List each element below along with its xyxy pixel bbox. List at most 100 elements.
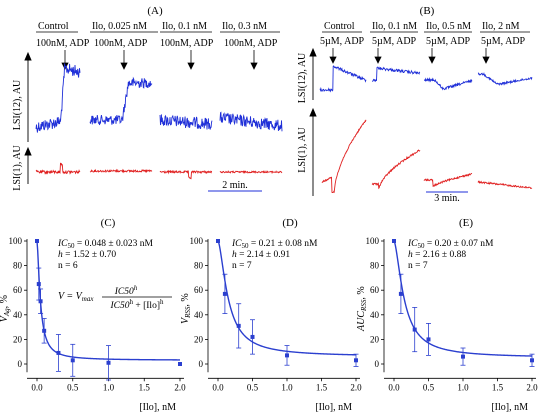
panel-a-arrowhead-2 (120, 62, 128, 70)
panel-c-equation-denominator: IC50h + [Ilo]h (110, 298, 165, 311)
panel-d-ytick-label-60: 60 (194, 285, 204, 295)
panel-b-top-ylabel: LSI(12), AU (297, 52, 308, 103)
panel-a-scale-label: 2 min. (222, 180, 248, 191)
panel-a-headers: Control Ilo, 0.025 nM Ilo, 0.1 nM Ilo, 0… (36, 21, 280, 33)
panel-c-xlabel: [Ilo], nM (139, 402, 176, 413)
panel-a-stimulus-3: 100nM, ADP (160, 38, 214, 49)
panel-b-headers: Control Ilo, 0.1 nM Ilo, 0.5 nM Ilo, 2 n… (322, 21, 530, 33)
panel-c-xtick-label-0: 0.0 (31, 382, 43, 392)
panel-a-header-3: Ilo, 0.1 nM (162, 21, 207, 32)
panel-c-xtick-label-3: 1.5 (139, 382, 151, 392)
panel-c-ytick-label-40: 40 (13, 310, 23, 320)
panel-e-ytick-label-20: 20 (370, 334, 380, 344)
panel-c-ytick-label-100: 100 (9, 236, 23, 246)
panel-c-equation-numerator: IC50h (114, 284, 138, 297)
panel-e-ylabel: AUCRSS, % (356, 286, 368, 332)
panel-a-bottom-trace-4 (219, 170, 283, 175)
panel-c-point-3 (42, 328, 47, 333)
panel-b-top-trace-1 (319, 65, 367, 93)
panel-b-bottom-ylabel: LSI(1), AU (297, 126, 308, 172)
panel-e-ytick-label-80: 80 (370, 261, 380, 271)
panel-d-param-1: h = 2.14 ± 0.91 (232, 250, 290, 260)
panel-a: (A) Control Ilo, 0.025 nM Ilo, 0.1 nM Il… (12, 5, 283, 192)
panel-e-ytick-label-0: 0 (375, 359, 380, 369)
panel-d-xtick-label-0: 0.0 (212, 382, 224, 392)
panel-d-point-4 (285, 353, 289, 358)
panel-a-stimulus-2: 100nM, ADP (94, 38, 148, 49)
panel-a-stimulus-4: 100nM, ADP (224, 38, 278, 49)
panel-e-xtick-label-4: 2.0 (526, 382, 538, 392)
panel-e-xtick-label-0: 0.0 (388, 382, 400, 392)
panel-c-ylabel: VAg, % (0, 295, 11, 322)
panel-b-arrowhead-4 (482, 56, 490, 64)
panel-d-ytick-label-20: 20 (194, 334, 204, 344)
panel-d-point-1 (222, 291, 227, 296)
panel-b-top-trace-3 (423, 77, 473, 91)
panel-a-header-4: Ilo, 0.3 nM (222, 21, 267, 32)
panel-b-bottom-trace-3 (423, 173, 473, 188)
panel-b-arrowhead-1 (329, 56, 337, 64)
panel-c: (C) 0 20 40 60 80 100 0.0 0.5 1.0 1.5 2.0 [Ilo], nM V… (0, 217, 186, 413)
panel-d: (D) 0 20 40 60 80 100 0.0 0.5 1.0 1.5 2.0 [Ilo], nM V… (180, 217, 362, 413)
panel-d-xtick-label-2: 1.0 (281, 382, 293, 392)
panel-c-point-5 (70, 358, 75, 363)
panel-c-param-1: h = 1.52 ± 0.70 (58, 250, 116, 260)
panel-d-param-2: n = 7 (232, 261, 252, 271)
panel-b-stimulus-1: 5µM, ADP (320, 36, 365, 47)
panel-a-header-1: Control (38, 21, 69, 32)
panel-c-param-2: n = 6 (58, 261, 78, 271)
panel-c-ytick-label-60: 60 (13, 285, 23, 295)
panel-c-xtick-label-2: 1.0 (103, 382, 115, 392)
panel-c-point-0 (35, 239, 39, 243)
panel-c-xtick-label-1: 0.5 (67, 382, 79, 392)
panel-b-stimulus-4: 5µM, ADP (481, 36, 526, 47)
panel-a-top-trace-2 (89, 76, 153, 126)
panel-b-header-2: Ilo, 0.1 nM (372, 21, 417, 32)
panel-e-point-5 (530, 358, 534, 363)
panel-d-xtick-label-1: 0.5 (247, 382, 259, 392)
panel-e-ytick-label-60: 60 (370, 285, 380, 295)
panel-e-xtick-label-1: 0.5 (423, 382, 435, 392)
panel-b-scale-label: 3 min. (434, 193, 460, 204)
panel-b-bottom-yaxis-arrow (309, 107, 317, 117)
panel-e-point-1 (398, 291, 403, 296)
panel-c-point-7 (178, 362, 182, 366)
panel-a-bottom-trace-2 (89, 168, 153, 174)
panel-a-bottom-trace-1 (35, 162, 81, 175)
panel-a-top-trace-3 (159, 114, 213, 130)
panel-d-ylabel: VRSS, % (180, 293, 192, 324)
panel-a-top-ylabel: LSI(12), AU (12, 79, 23, 130)
panel-b-arrowhead-3 (428, 56, 436, 64)
panel-d-point-5 (354, 358, 358, 363)
panel-a-arrowhead-3 (187, 62, 195, 70)
panel-d-xtick-label-4: 2.0 (350, 382, 362, 392)
panel-b-bottom-trace-1 (321, 119, 367, 194)
panel-a-traces (35, 63, 283, 180)
panel-d-xtick-label-3: 1.5 (316, 382, 328, 392)
panel-c-param-0: IC50 = 0.048 ± 0.023 nM (57, 239, 153, 250)
panel-d-xlabel: [Ilo], nM (315, 402, 352, 413)
panel-d-point-2 (236, 323, 241, 328)
panel-e-point-2 (412, 327, 417, 332)
panel-c-ytick-label-80: 80 (13, 261, 23, 271)
panel-e: (E) 0 20 40 60 80 100 0.0 0.5 1.0 1.5 2.0 [Ilo], nM A… (356, 217, 538, 413)
panel-b-top-trace-2 (371, 66, 421, 83)
panel-c-xtick-label-4: 2.0 (174, 382, 186, 392)
panel-a-label: (A) (147, 5, 163, 17)
panel-b-header-3: Ilo, 0.5 nM (426, 21, 471, 32)
panel-e-xlabel: [Ilo], nM (491, 402, 528, 413)
panel-b-stimulus-3: 5µM, ADP (426, 36, 471, 47)
panel-c-ytick-label-20: 20 (13, 334, 23, 344)
panel-b-bottom-trace-4 (477, 180, 533, 189)
panel-b-traces (319, 65, 533, 194)
panel-b-top-trace-4 (477, 72, 533, 86)
panel-a-header-2: Ilo, 0.025 nM (92, 21, 147, 32)
panel-c-point-1 (36, 282, 41, 287)
panel-e-param-2: n = 7 (408, 261, 428, 271)
panel-a-top-trace-1 (35, 63, 81, 133)
panel-b-bottom-trace-2 (371, 149, 421, 190)
panel-a-bottom-yaxis-arrow (24, 146, 32, 156)
panel-b-header-1: Control (324, 21, 355, 32)
panel-d-label: (D) (282, 217, 298, 229)
